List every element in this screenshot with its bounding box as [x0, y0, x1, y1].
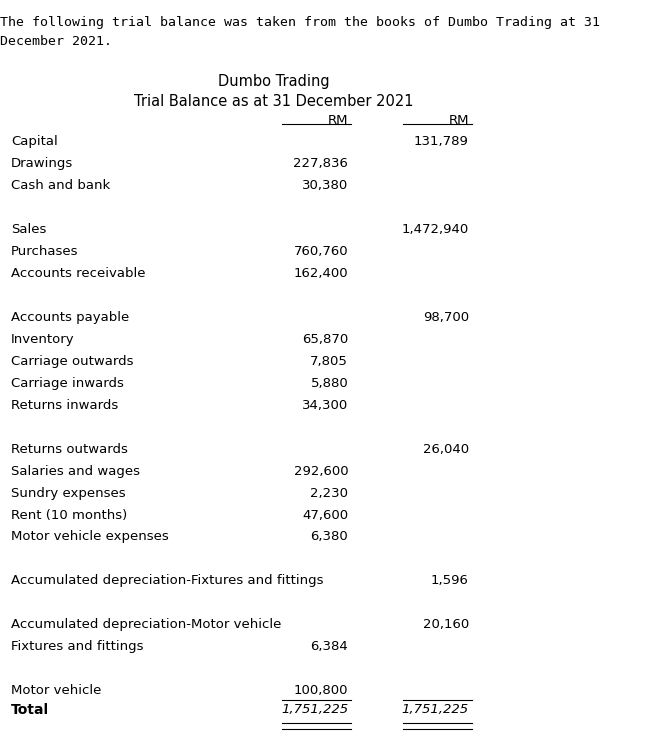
Text: Purchases: Purchases [11, 246, 78, 258]
Text: RM: RM [448, 114, 469, 126]
Text: Total: Total [11, 704, 49, 717]
Text: 1,751,225: 1,751,225 [402, 704, 469, 716]
Text: Cash and bank: Cash and bank [11, 179, 110, 192]
Text: Accumulated depreciation-Fixtures and fittings: Accumulated depreciation-Fixtures and fi… [11, 574, 324, 587]
Text: 6,380: 6,380 [311, 530, 348, 543]
Text: Dumbo Trading: Dumbo Trading [219, 74, 330, 89]
Text: Accumulated depreciation-Motor vehicle: Accumulated depreciation-Motor vehicle [11, 618, 281, 631]
Text: Salaries and wages: Salaries and wages [11, 464, 140, 478]
Text: 26,040: 26,040 [422, 443, 469, 455]
Text: 65,870: 65,870 [302, 333, 348, 346]
Text: 98,700: 98,700 [422, 311, 469, 324]
Text: Returns inwards: Returns inwards [11, 399, 118, 411]
Text: Rent (10 months): Rent (10 months) [11, 509, 127, 522]
Text: 34,300: 34,300 [302, 399, 348, 411]
Text: 47,600: 47,600 [302, 509, 348, 522]
Text: 292,600: 292,600 [294, 464, 348, 478]
Text: Motor vehicle expenses: Motor vehicle expenses [11, 530, 169, 543]
Text: Inventory: Inventory [11, 333, 74, 346]
Text: 30,380: 30,380 [302, 179, 348, 192]
Text: 6,384: 6,384 [311, 640, 348, 653]
Text: 7,805: 7,805 [311, 355, 348, 368]
Text: Returns outwards: Returns outwards [11, 443, 128, 455]
Text: 100,800: 100,800 [294, 684, 348, 697]
Text: Carriage outwards: Carriage outwards [11, 355, 133, 368]
Text: Accounts payable: Accounts payable [11, 311, 129, 324]
Text: Trial Balance as at 31 December 2021: Trial Balance as at 31 December 2021 [135, 94, 414, 109]
Text: Accounts receivable: Accounts receivable [11, 267, 146, 280]
Text: 227,836: 227,836 [293, 158, 348, 170]
Text: 760,760: 760,760 [294, 246, 348, 258]
Text: RM: RM [328, 114, 348, 126]
Text: 1,596: 1,596 [431, 574, 469, 587]
Text: 20,160: 20,160 [422, 618, 469, 631]
Text: Carriage inwards: Carriage inwards [11, 377, 124, 390]
Text: Sundry expenses: Sundry expenses [11, 487, 126, 499]
Text: 2,230: 2,230 [311, 487, 348, 499]
Text: 1,472,940: 1,472,940 [402, 223, 469, 236]
Text: 162,400: 162,400 [294, 267, 348, 280]
Text: Capital: Capital [11, 135, 58, 148]
Text: Sales: Sales [11, 223, 47, 236]
Text: Fixtures and fittings: Fixtures and fittings [11, 640, 144, 653]
Text: 5,880: 5,880 [311, 377, 348, 390]
Text: Drawings: Drawings [11, 158, 73, 170]
Text: The following trial balance was taken from the books of Dumbo Trading at 31
Dece: The following trial balance was taken fr… [0, 16, 600, 48]
Text: 1,751,225: 1,751,225 [281, 704, 348, 716]
Text: 131,789: 131,789 [414, 135, 469, 148]
Text: Motor vehicle: Motor vehicle [11, 684, 102, 697]
